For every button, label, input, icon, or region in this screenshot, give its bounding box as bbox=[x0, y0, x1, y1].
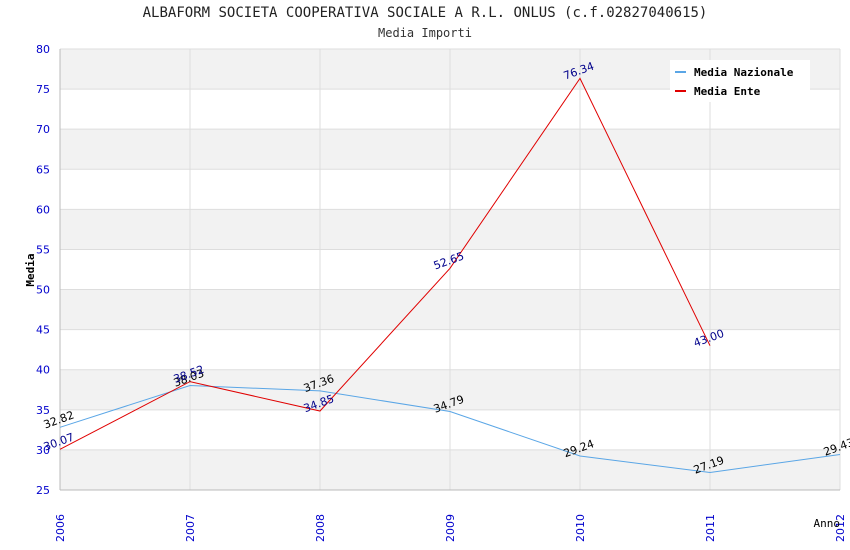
x-tick-label: 2006 bbox=[54, 514, 67, 542]
chart-title: ALBAFORM SOCIETA COOPERATIVA SOCIALE A R… bbox=[142, 5, 708, 21]
y-tick-label: 60 bbox=[36, 203, 50, 216]
y-tick-label: 30 bbox=[36, 444, 50, 457]
x-tick-label: 2007 bbox=[184, 514, 197, 542]
chart-subtitle: Media Importi bbox=[378, 26, 472, 40]
y-tick-label: 75 bbox=[36, 83, 50, 96]
data-label: 43.00 bbox=[692, 327, 726, 350]
legend-label: Media Ente bbox=[694, 85, 761, 98]
series-line bbox=[59, 385, 841, 473]
y-tick-label: 25 bbox=[36, 484, 50, 497]
y-tick-label: 70 bbox=[36, 123, 50, 136]
legend-box bbox=[670, 60, 810, 102]
series-lines bbox=[59, 77, 841, 473]
y-tick-label: 45 bbox=[36, 324, 50, 337]
gridlines bbox=[59, 48, 841, 491]
x-axis-ticks: 2006 2007 2008 2009 2010 2011 2012 bbox=[54, 514, 847, 542]
y-tick-label: 50 bbox=[36, 284, 50, 297]
legend-label: Media Nazionale bbox=[694, 66, 794, 79]
x-tick-label: 2009 bbox=[444, 514, 457, 542]
y-tick-label: 65 bbox=[36, 163, 50, 176]
y-axis-label: Media bbox=[24, 253, 37, 286]
x-tick-label: 2012 bbox=[834, 514, 847, 542]
axes bbox=[59, 49, 840, 491]
y-axis-ticks: 25 30 35 40 45 50 55 60 65 70 75 80 bbox=[36, 43, 50, 497]
x-tick-label: 2008 bbox=[314, 514, 327, 542]
y-tick-label: 35 bbox=[36, 404, 50, 417]
x-axis-label: Anno bbox=[814, 517, 841, 530]
y-tick-label: 40 bbox=[36, 364, 50, 377]
x-tick-label: 2010 bbox=[574, 514, 587, 542]
x-tick-label: 2011 bbox=[704, 514, 717, 542]
y-tick-label: 80 bbox=[36, 43, 50, 56]
legend: Media Nazionale Media Ente bbox=[670, 60, 810, 102]
series-line bbox=[59, 77, 711, 450]
y-tick-label: 55 bbox=[36, 243, 50, 256]
